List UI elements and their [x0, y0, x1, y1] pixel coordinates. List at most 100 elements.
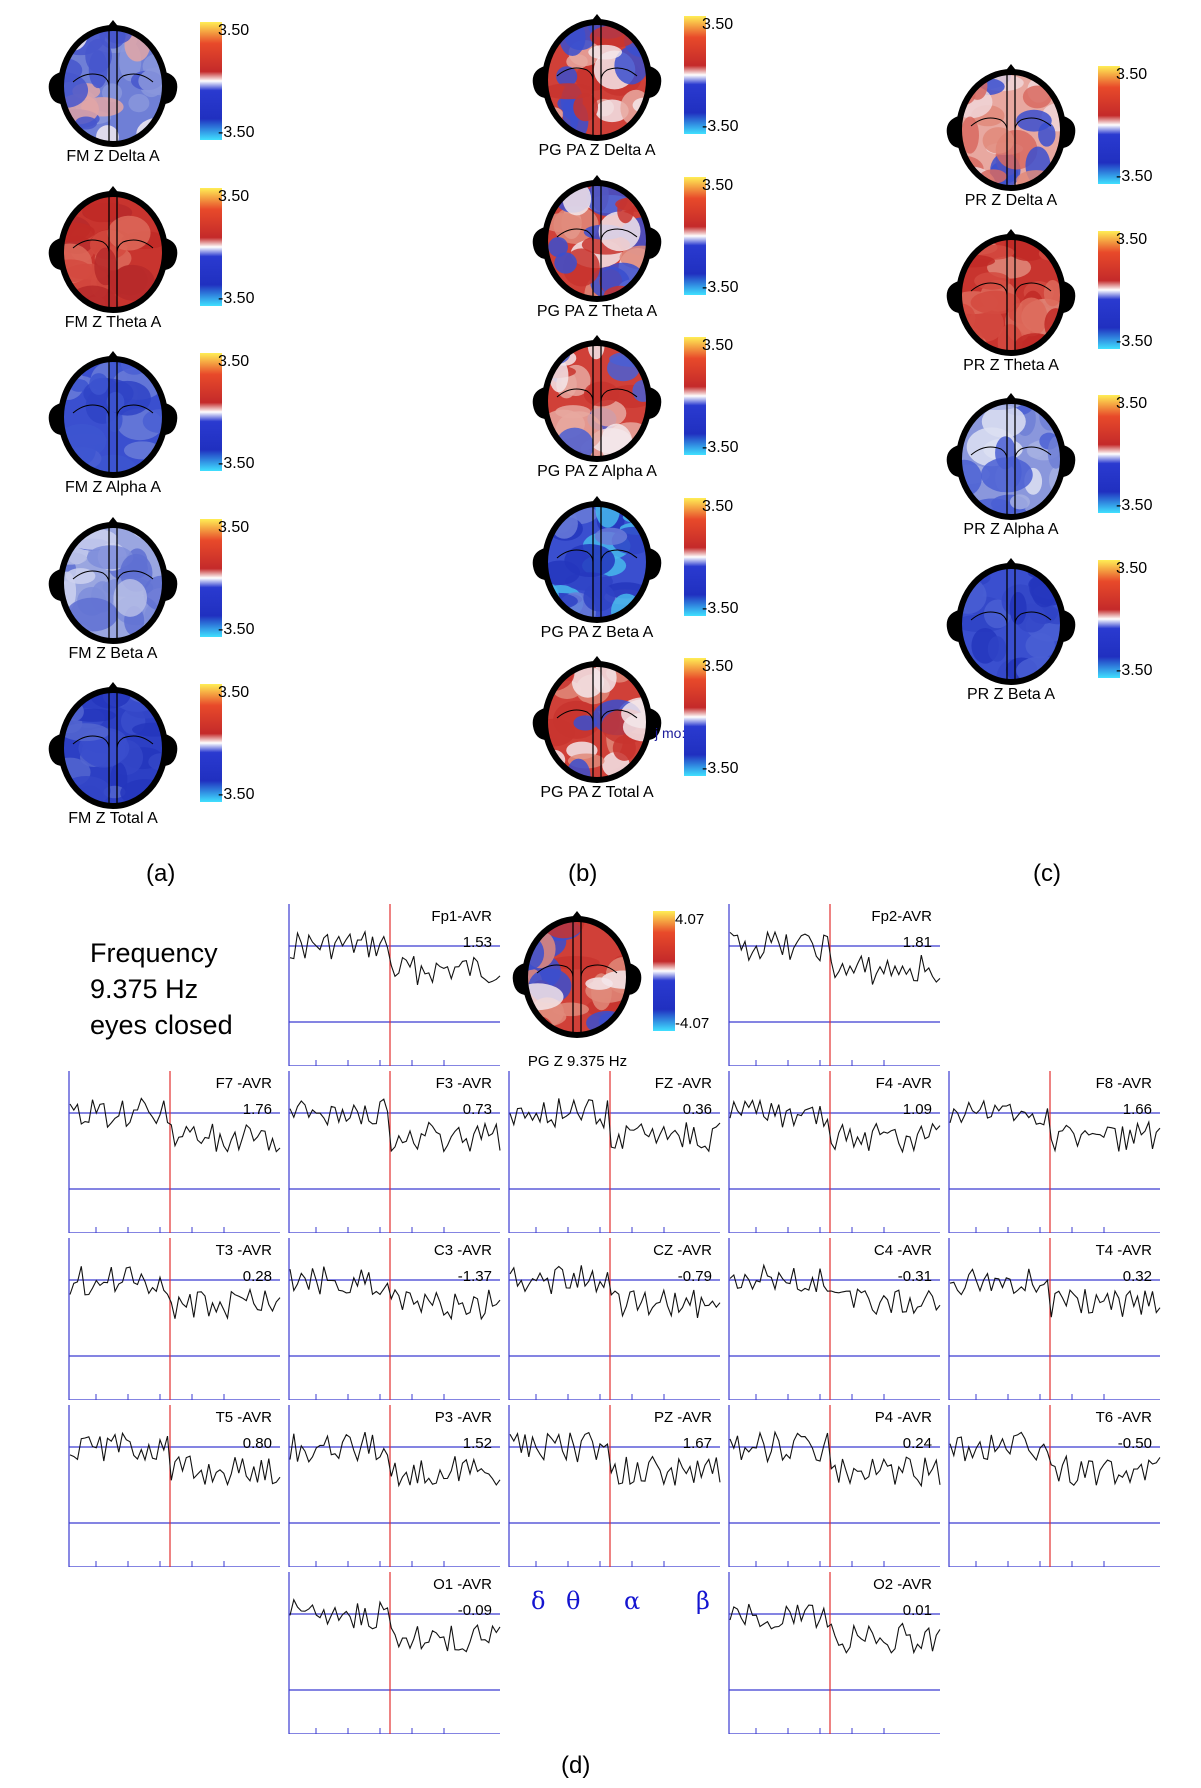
colorbar-gradient — [684, 176, 706, 295]
colorbar-gradient — [684, 337, 706, 455]
panel-label: (a) — [146, 860, 176, 887]
head-outline — [542, 661, 652, 783]
colorbar-min-label: -3.50 — [218, 124, 255, 141]
channel-trace-o2avr: O2 -AVR 0.01 — [728, 1572, 944, 1734]
spectrum-trace — [69, 1097, 281, 1153]
channel-trace-c3avr: C3 -AVR -1.37 — [288, 1238, 504, 1400]
topomap-field — [545, 503, 649, 620]
channel-name: F4 -AVR — [875, 1075, 932, 1092]
frequency-line: eyes closed — [90, 1010, 233, 1040]
topomap-field — [959, 72, 1063, 188]
colorbar-max-label: 3.50 — [1116, 559, 1148, 577]
band-label-1: θ — [566, 1587, 581, 1615]
colorbar-max-label: 3.50 — [1116, 395, 1148, 412]
map-caption: PR Z Alpha A — [963, 521, 1059, 538]
channel-value: 1.53 — [462, 934, 492, 951]
colorbar-gradient — [684, 497, 706, 616]
spectrum-trace — [729, 1430, 941, 1488]
channel-name: F7 -AVR — [215, 1075, 272, 1092]
head-outline — [956, 69, 1066, 191]
channel-name: FZ -AVR — [654, 1075, 712, 1092]
channel-name: CZ -AVR — [653, 1242, 712, 1259]
channel-name: F8 -AVR — [1095, 1075, 1152, 1092]
topomap-pg-pa-z-delta-a: 3.50 -3.50 PG PA Z Delta A — [532, 14, 747, 164]
colorbar-min-label: -3.50 — [702, 118, 739, 135]
head-outline — [956, 562, 1066, 685]
colorbar-min-label: -3.50 — [1116, 168, 1153, 185]
colorbar-min-label: -3.50 — [702, 760, 739, 777]
band-label-3: β — [696, 1587, 710, 1615]
channel-trace-fzavr: FZ -AVR 0.36 — [508, 1071, 724, 1233]
artifact-text: j mo: — [655, 725, 686, 741]
channel-name: O2 -AVR — [873, 1576, 932, 1593]
spectrum-trace — [509, 1265, 721, 1319]
band-label-0: δ — [531, 1587, 546, 1615]
spectrum-trace — [289, 1598, 501, 1653]
colorbar-gradient — [653, 911, 675, 1031]
spectrum-trace — [289, 1431, 501, 1488]
colorbar-min-label: -3.50 — [218, 620, 255, 638]
colorbar-min-label: -3.50 — [1116, 497, 1153, 514]
spectrum-trace — [949, 1099, 1161, 1153]
channel-trace-fp2avr: Fp2-AVR 1.81 — [728, 904, 944, 1066]
spectrum-trace — [729, 1098, 941, 1154]
colorbar-max-label: 3.50 — [702, 658, 734, 675]
map-caption: PG PA Z Alpha A — [537, 463, 657, 480]
topomap-fm-z-alpha-a: 3.50 -3.50 FM Z Alpha A — [48, 351, 263, 501]
colorbar-max-label: 3.50 — [218, 518, 250, 536]
colorbar-gradient — [1098, 559, 1120, 678]
channel-value: 1.66 — [1122, 1101, 1152, 1118]
head-outline — [542, 179, 652, 302]
map-caption: FM Z Beta A — [68, 644, 158, 662]
colorbar-min-label: -3.50 — [702, 599, 739, 617]
topomap-fm-z-total-a: 3.50 -3.50 FM Z Total A — [48, 682, 263, 832]
frequency-label: Frequency 9.375 Hz eyes closed — [90, 935, 233, 1043]
channel-value: 1.76 — [242, 1101, 272, 1118]
topomap-pr-z-delta-a: 3.50 -3.50 PR Z Delta A — [946, 64, 1161, 214]
channel-trace-f7avr: F7 -AVR 1.76 — [68, 1071, 284, 1233]
channel-value: 0.24 — [902, 1435, 932, 1452]
panel-label: (d) — [561, 1752, 591, 1779]
channel-value: 1.52 — [462, 1435, 492, 1452]
channel-value: -0.79 — [677, 1268, 712, 1285]
topomap-pg-pa-z-beta-a: 3.50 -3.50 PG PA Z Beta A — [532, 495, 747, 646]
channel-trace-czavr: CZ -AVR -0.79 — [508, 1238, 724, 1400]
topomap-fm-z-delta-a: 3.50 -3.50 FM Z Delta A — [48, 20, 263, 170]
colorbar-gradient — [200, 187, 222, 306]
map-caption: FM Z Theta A — [64, 313, 162, 331]
topomap-pg-pa-z-theta-a: 3.50 -3.50 PG PA Z Theta A — [532, 174, 747, 325]
topomap-field — [545, 22, 649, 138]
channel-trace-t5avr: T5 -AVR 0.80 — [68, 1405, 284, 1567]
map-caption: PR Z Delta A — [964, 192, 1058, 209]
map-caption: PG PA Z Beta A — [540, 623, 654, 641]
spectrum-trace — [69, 1431, 281, 1487]
channel-value: 0.80 — [242, 1435, 272, 1452]
spectrum-trace — [69, 1266, 281, 1320]
map-caption: PR Z Theta A — [963, 356, 1059, 374]
channel-value: -0.09 — [457, 1602, 492, 1619]
channel-name: Fp1-AVR — [431, 908, 492, 925]
colorbar-gradient — [1098, 66, 1120, 184]
colorbar-max-label: 3.50 — [702, 16, 734, 33]
head-outline — [956, 398, 1066, 520]
topomap-pr-z-beta-a: 3.50 -3.50 PR Z Beta A — [946, 557, 1161, 708]
map-caption: PG PA Z Delta A — [538, 142, 656, 159]
colorbar-max-label: 3.50 — [1116, 66, 1148, 83]
colorbar-max-label: 3.50 — [702, 497, 734, 515]
head-outline — [542, 19, 652, 141]
colorbar-min-label: -3.50 — [702, 439, 739, 456]
topomap-field — [959, 401, 1063, 517]
topomap-pr-z-alpha-a: 3.50 -3.50 PR Z Alpha A — [946, 393, 1161, 543]
channel-trace-p3avr: P3 -AVR 1.52 — [288, 1405, 504, 1567]
channel-trace-t3avr: T3 -AVR 0.28 — [68, 1238, 284, 1400]
channel-trace-t4avr: T4 -AVR 0.32 — [948, 1238, 1164, 1400]
channel-name: T5 -AVR — [215, 1409, 272, 1426]
colorbar-min-label: -3.50 — [702, 278, 739, 296]
channel-name: P3 -AVR — [434, 1409, 492, 1426]
topomap-pg-pa-z-total-a: 3.50 -3.50 PG PA Z Total A — [532, 656, 747, 806]
channel-trace-o1avr: O1 -AVR -0.09 — [288, 1572, 504, 1734]
channel-name: C3 -AVR — [433, 1242, 492, 1259]
topomap-pg-pa-z-alpha-a: 3.50 -3.50 PG PA Z Alpha A — [532, 335, 747, 485]
channel-name: O1 -AVR — [433, 1576, 492, 1593]
topomap-pr-z-theta-a: 3.50 -3.50 PR Z Theta A — [946, 228, 1161, 379]
